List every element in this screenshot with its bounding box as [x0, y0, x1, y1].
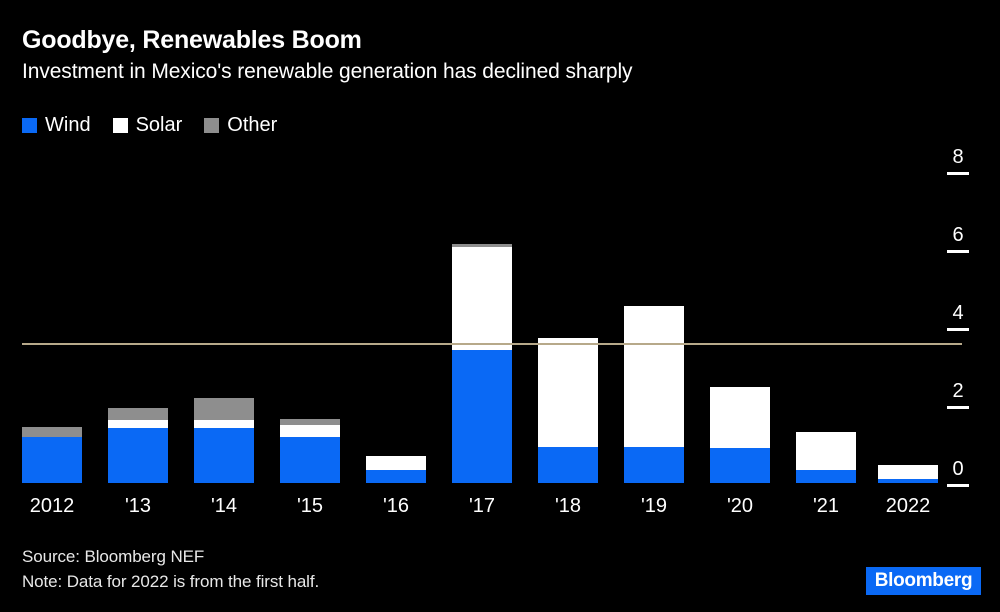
- x-axis-tick-label: '14: [210, 495, 238, 517]
- bar-segment-wind: [624, 447, 684, 483]
- y-axis-tick-label: 4: [952, 302, 964, 324]
- x-axis-tick-label: '18: [554, 495, 582, 517]
- bar-segment-solar: [796, 432, 856, 471]
- bar-group-2022[interactable]: [878, 465, 938, 483]
- bar-group-17[interactable]: [452, 243, 512, 483]
- x-axis-tick-label: '13: [124, 495, 152, 517]
- legend-item-wind[interactable]: Wind: [22, 115, 91, 135]
- bar-segment-wind: [366, 470, 426, 483]
- axis-baseline: [22, 343, 962, 345]
- bar-group-13[interactable]: [108, 408, 168, 483]
- source-text: Source: Bloomberg NEF: [22, 547, 205, 566]
- x-axis: 2012 '13 '14 '15 '16 '17 '18 '19 '20 '21 2022: [0, 494, 940, 524]
- bar-segment-solar: [538, 337, 598, 448]
- bar-segment-solar: [366, 456, 426, 471]
- bar-group-19[interactable]: [624, 305, 684, 483]
- bar-segment-solar: [280, 425, 340, 438]
- bar-segment-solar: [878, 465, 938, 480]
- legend-label: Wind: [45, 114, 91, 136]
- y-axis-tick-4: 4: [938, 303, 978, 331]
- bar-group-20[interactable]: [710, 386, 770, 483]
- bar-segment-solar: [452, 247, 512, 351]
- bars-layer: [0, 140, 940, 490]
- legend-swatch-solar-icon: [112, 117, 128, 133]
- bar-group-21[interactable]: [796, 432, 856, 483]
- bar-segment-solar: [624, 305, 684, 448]
- y-axis-tick-label: 0: [952, 458, 964, 480]
- page-title: Goodbye, Renewables Boom: [22, 26, 362, 54]
- x-axis-tick-label: '15: [296, 495, 324, 517]
- legend-label: Other: [227, 114, 278, 136]
- bar-segment-other: [22, 426, 82, 437]
- y-axis-tick-mark: [947, 250, 969, 253]
- x-axis-tick-label: '21: [812, 495, 840, 517]
- bar-segment-other: [452, 243, 512, 248]
- bar-group-18[interactable]: [538, 337, 598, 483]
- y-axis-tick-mark: [947, 328, 969, 331]
- bar-group-16[interactable]: [366, 456, 426, 483]
- plot-area: [0, 140, 1000, 490]
- y-axis-tick-label: 8: [952, 146, 964, 168]
- note-text: Note: Data for 2022 is from the first ha…: [22, 571, 320, 591]
- bar-segment-other: [194, 398, 254, 421]
- bar-segment-wind: [22, 436, 82, 483]
- y-axis-tick-6: 6: [938, 225, 978, 253]
- bar-group-14[interactable]: [194, 398, 254, 483]
- bar-segment-other: [280, 419, 340, 426]
- x-axis-tick-label: '19: [640, 495, 668, 517]
- bloomberg-logo: Bloomberg: [866, 567, 981, 595]
- bar-segment-wind: [108, 428, 168, 483]
- y-axis-tick-mark: [947, 484, 969, 487]
- legend-swatch-other-icon: [204, 117, 220, 133]
- y-axis: 0 2 4 6 8: [938, 140, 1000, 492]
- bar-segment-wind: [878, 479, 938, 483]
- x-axis-tick-label: '20: [726, 495, 754, 517]
- bar-segment-wind: [452, 350, 512, 483]
- bar-segment-wind: [796, 470, 856, 483]
- chart-header: Goodbye, Renewables Boom Investment in M…: [22, 26, 962, 85]
- bar-segment-solar: [108, 420, 168, 429]
- legend-swatch-wind-icon: [22, 117, 37, 133]
- x-axis-tick-label: 2022: [885, 495, 931, 517]
- bar-group-2012[interactable]: [22, 426, 82, 483]
- legend-label: Solar: [135, 114, 183, 136]
- y-axis-tick-mark: [947, 406, 969, 409]
- bar-segment-solar: [194, 420, 254, 429]
- legend-item-solar[interactable]: Solar: [112, 114, 183, 136]
- x-axis-tick-label: '16: [382, 495, 410, 517]
- bar-group-15[interactable]: [280, 419, 340, 483]
- y-axis-tick-0: 0: [938, 459, 978, 487]
- bar-segment-solar: [710, 386, 770, 448]
- y-axis-tick-2: 2: [938, 381, 978, 409]
- x-axis-tick-label: '17: [468, 495, 496, 517]
- chart-legend: Wind Solar Other: [22, 115, 277, 135]
- y-axis-tick-label: 2: [952, 380, 964, 402]
- y-axis-tick-label: 6: [952, 224, 964, 246]
- legend-item-other[interactable]: Other: [204, 115, 277, 135]
- y-axis-tick-8: 8: [938, 147, 978, 175]
- bar-segment-wind: [280, 437, 340, 483]
- chart-subtitle: Investment in Mexico's renewable generat…: [22, 59, 633, 83]
- bar-segment-wind: [194, 428, 254, 483]
- y-axis-tick-mark: [947, 172, 969, 175]
- bar-segment-wind: [538, 447, 598, 483]
- bar-segment-wind: [710, 447, 770, 483]
- bar-segment-other: [108, 408, 168, 421]
- chart-footer: Source: Bloomberg NEF Note: Data for 202…: [22, 545, 722, 594]
- x-axis-tick-label: 2012: [29, 495, 75, 517]
